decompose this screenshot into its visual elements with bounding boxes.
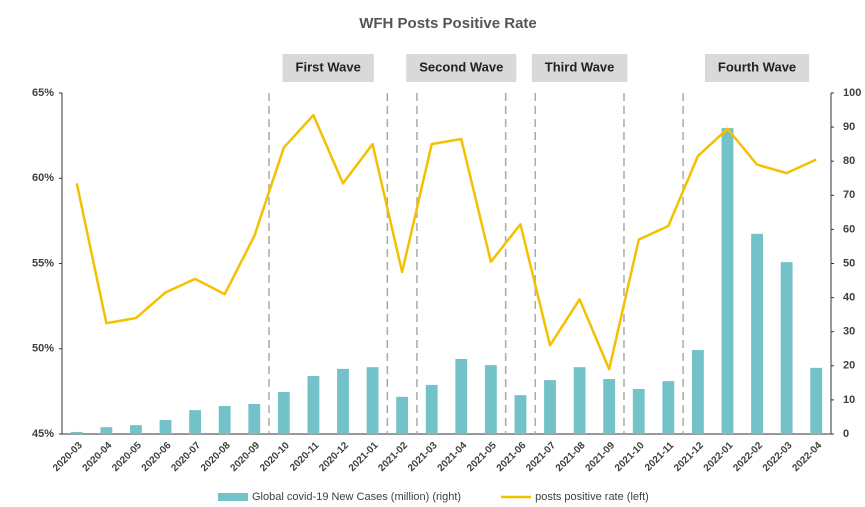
wave-box — [282, 54, 374, 82]
y-tick-label: 50% — [32, 343, 54, 355]
y2-tick-label: 40 — [843, 292, 855, 304]
wave-label: Second Wave — [419, 59, 503, 74]
bar — [810, 367, 823, 434]
bar — [277, 392, 290, 434]
x-tick-label: 2020-10 — [258, 440, 292, 474]
bar — [248, 403, 261, 434]
x-tick-label: 2022-04 — [790, 440, 824, 474]
x-tick-label: 2020-06 — [140, 440, 174, 474]
legend-label: posts positive rate (left) — [535, 491, 649, 503]
legend-swatch — [218, 493, 248, 501]
bar — [100, 427, 113, 434]
x-tick-label: 2020-12 — [317, 440, 351, 474]
wave-label: Third Wave — [545, 59, 615, 74]
bar — [780, 262, 793, 434]
y2-tick-label: 20 — [843, 360, 855, 372]
bar — [455, 358, 468, 434]
bar — [691, 350, 704, 434]
x-tick-label: 2020-08 — [199, 440, 233, 474]
x-tick-label: 2021-03 — [406, 440, 440, 474]
wave-label: Fourth Wave — [718, 59, 796, 74]
bar — [70, 431, 83, 434]
y-tick-label: 60% — [32, 172, 54, 184]
x-tick-label: 2020-04 — [81, 440, 115, 474]
bar — [751, 233, 763, 434]
wave-box — [704, 54, 810, 82]
y2-tick-label: 50 — [843, 257, 855, 269]
y2-tick-label: 100 — [843, 87, 861, 99]
x-tick-label: 2022-03 — [761, 440, 795, 474]
bar — [189, 410, 202, 434]
bar — [307, 376, 320, 434]
bar — [484, 365, 497, 434]
bar — [337, 368, 349, 434]
wave-box — [531, 54, 628, 82]
x-tick-label: 2021-05 — [465, 440, 499, 474]
x-tick-label: 2022-01 — [702, 440, 736, 474]
y-tick-label: 65% — [32, 87, 54, 99]
x-tick-label: 2021-04 — [436, 440, 470, 474]
bar — [218, 406, 231, 434]
y2-tick-label: 80 — [843, 155, 855, 167]
bar — [544, 380, 556, 434]
x-tick-label: 2020-05 — [110, 440, 144, 474]
bar — [425, 384, 438, 434]
x-tick-label: 2020-09 — [229, 440, 263, 474]
y2-tick-label: 70 — [843, 189, 855, 201]
bar — [366, 367, 379, 434]
wave-label: First Wave — [296, 59, 361, 74]
y-tick-label: 45% — [32, 428, 54, 440]
x-tick-label: 2021-07 — [524, 440, 558, 474]
x-tick-label: 2021-08 — [554, 440, 588, 474]
bar — [514, 395, 527, 434]
y2-tick-label: 0 — [843, 428, 849, 440]
bar — [573, 367, 586, 434]
bar — [396, 396, 409, 434]
bar — [159, 420, 172, 434]
y2-tick-label: 60 — [843, 223, 855, 235]
bar — [603, 379, 616, 434]
x-tick-label: 2021-09 — [583, 440, 617, 474]
bar — [721, 128, 734, 435]
line — [75, 113, 817, 371]
bar — [632, 388, 645, 434]
x-tick-label: 2020-07 — [169, 440, 203, 474]
x-tick-label: 2021-10 — [613, 440, 647, 474]
x-tick-label: 2020-03 — [51, 440, 85, 474]
x-tick-label: 2021-06 — [495, 440, 529, 474]
bar — [662, 381, 675, 434]
x-tick-label: 2020-11 — [288, 440, 322, 474]
bar — [130, 425, 142, 434]
chart-title: WFH Posts Positive Rate — [359, 15, 537, 32]
x-tick-label: 2022-02 — [731, 440, 765, 474]
x-tick-label: 2021-11 — [643, 440, 677, 474]
legend-label: Global covid-19 New Cases (million) (rig… — [252, 491, 461, 503]
x-tick-label: 2021-12 — [672, 440, 706, 474]
x-tick-label: 2021-01 — [347, 440, 381, 474]
y2-tick-label: 10 — [843, 394, 855, 406]
y-tick-label: 55% — [32, 257, 54, 269]
y2-tick-label: 90 — [843, 121, 855, 133]
x-tick-label: 2021-02 — [376, 440, 410, 474]
y2-tick-label: 30 — [843, 326, 855, 338]
wave-box — [406, 54, 517, 82]
